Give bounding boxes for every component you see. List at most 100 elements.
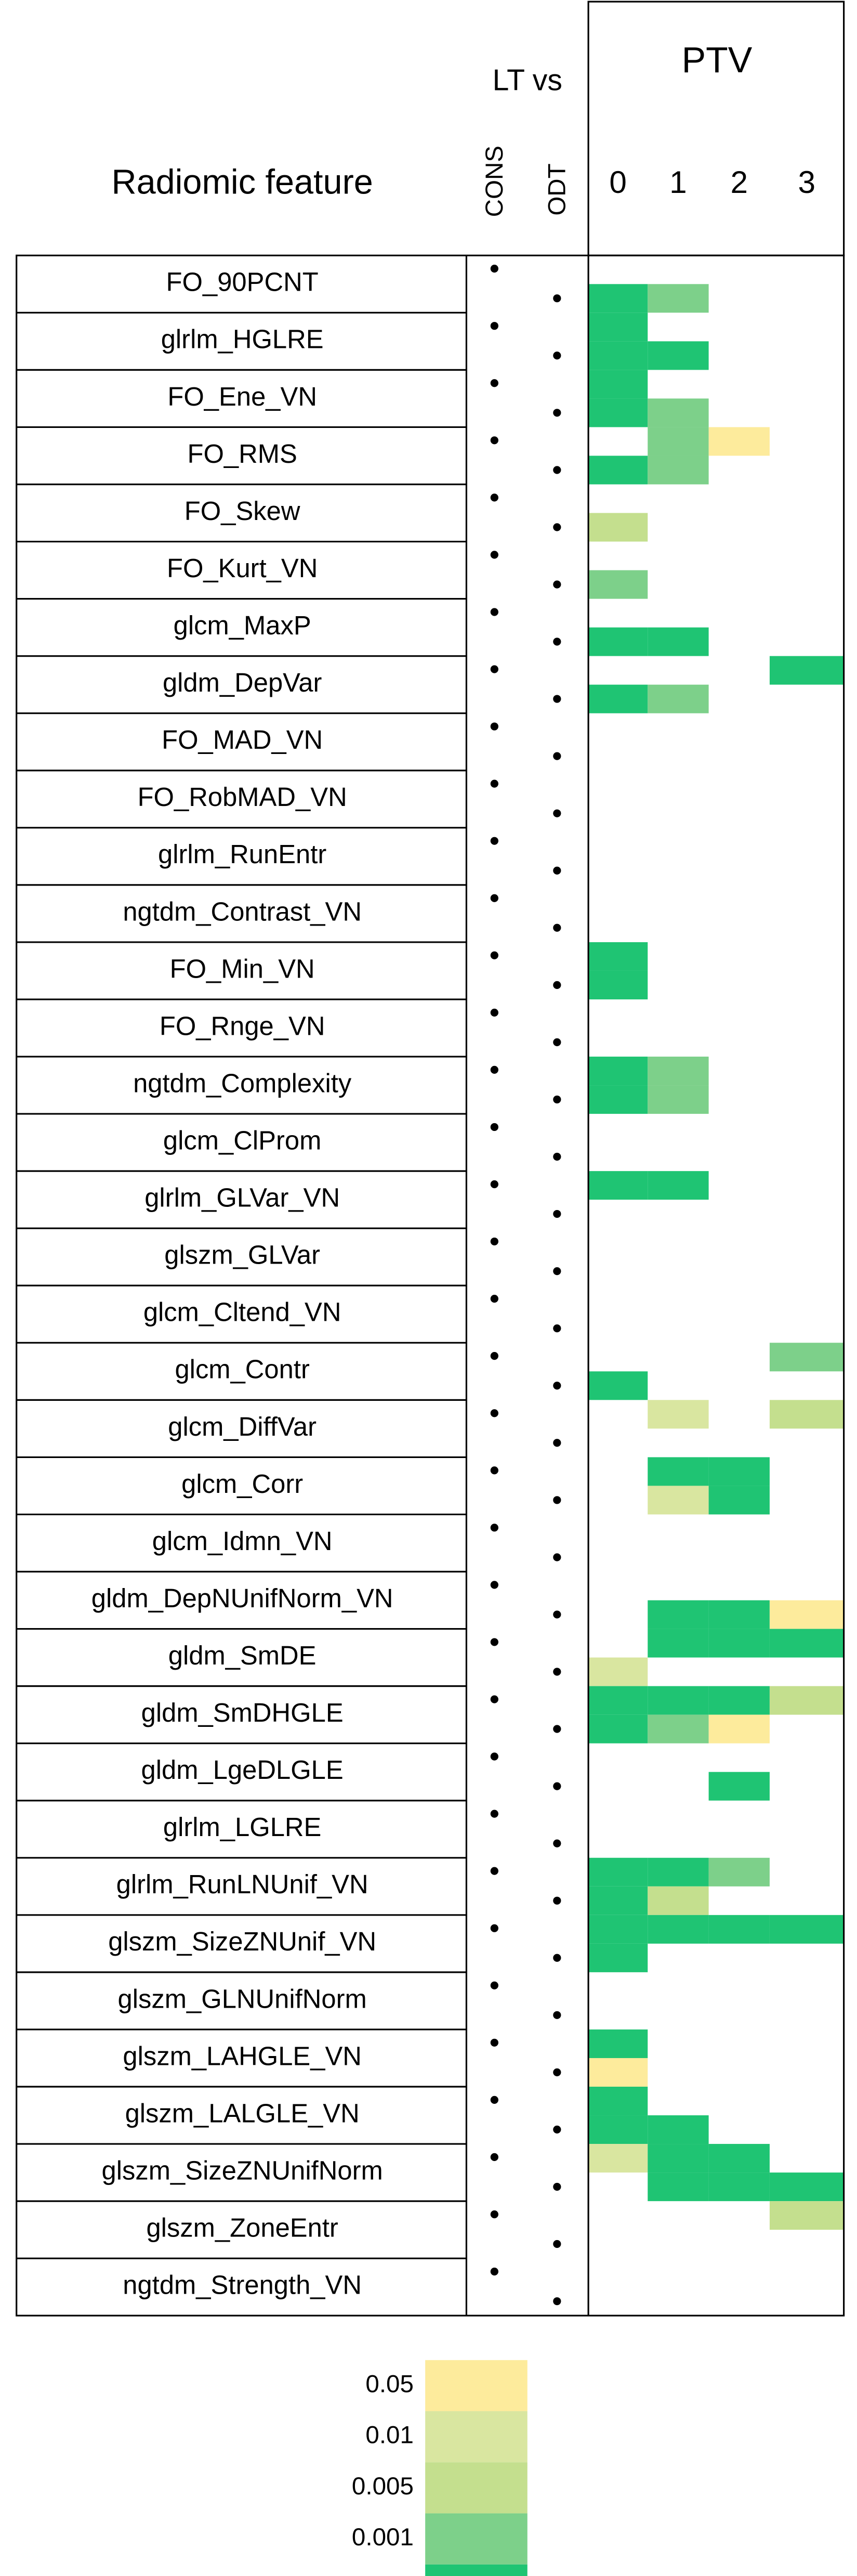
p-cell xyxy=(708,1629,770,1658)
dot xyxy=(553,523,561,531)
p-cell xyxy=(708,1600,770,1629)
dot xyxy=(490,2210,498,2219)
dot xyxy=(553,580,561,589)
dot xyxy=(490,1294,498,1303)
feature-label: glszm_LALGLE_VN xyxy=(125,2098,360,2128)
dot xyxy=(490,379,498,387)
p-cell xyxy=(648,1915,709,1944)
feature-label: glcm_DiffVar xyxy=(168,1412,317,1441)
dot xyxy=(490,1524,498,1532)
legend-swatch xyxy=(425,2360,528,2412)
feature-label: glszm_SizeZNUnif_VN xyxy=(108,1927,376,1956)
p-cell xyxy=(708,1915,770,1944)
p-cell xyxy=(588,942,648,971)
dot xyxy=(553,695,561,703)
dot xyxy=(553,866,561,875)
feature-label: glcm_ClProm xyxy=(163,1126,321,1155)
dot xyxy=(553,923,561,932)
dot xyxy=(553,1095,561,1104)
p-cell xyxy=(648,1085,709,1114)
legend-label: 0.001 xyxy=(352,2523,414,2551)
feature-label: glszm_GLNUnifNorm xyxy=(118,1984,367,2013)
dot xyxy=(490,1752,498,1761)
dot xyxy=(553,1954,561,1962)
p-cell xyxy=(588,398,648,427)
feature-label: glcm_Cltend_VN xyxy=(143,1297,341,1327)
feature-label: ngtdm_Contrast_VN xyxy=(123,896,362,926)
feature-label: glcm_Corr xyxy=(181,1469,303,1499)
dot xyxy=(490,2153,498,2162)
dot xyxy=(553,352,561,360)
feature-label: glszm_ZoneEntr xyxy=(146,2213,338,2243)
dot xyxy=(490,665,498,673)
dot xyxy=(490,608,498,616)
subcol-label: CONS xyxy=(481,146,508,217)
dot xyxy=(553,1496,561,1504)
p-cell xyxy=(648,1714,709,1744)
dot xyxy=(490,837,498,845)
dot xyxy=(490,1695,498,1703)
p-cell xyxy=(588,2115,648,2144)
p-cell xyxy=(588,970,648,999)
dot xyxy=(553,2125,561,2134)
p-cell xyxy=(648,2144,709,2173)
dot xyxy=(553,809,561,817)
feature-label: FO_RobMAD_VN xyxy=(138,782,347,812)
feature-label: glcm_MaxP xyxy=(174,610,311,640)
ptv-column-label: 3 xyxy=(798,164,816,200)
feature-label: glcm_Idmn_VN xyxy=(152,1526,333,1556)
p-cell xyxy=(708,1772,770,1801)
p-cell xyxy=(648,1886,709,1915)
p-cell xyxy=(648,456,709,485)
dot xyxy=(490,2267,498,2276)
p-cell xyxy=(648,341,709,370)
p-cell xyxy=(588,2086,648,2116)
feature-label: glszm_GLVar xyxy=(164,1240,320,1270)
p-cell xyxy=(769,2201,844,2230)
p-cell xyxy=(648,1600,709,1629)
legend-swatch xyxy=(425,2564,528,2576)
p-cell xyxy=(588,1915,648,1944)
feature-label: gldm_SmDE xyxy=(168,1641,317,1670)
p-cell xyxy=(648,1486,709,1515)
dot xyxy=(490,1008,498,1017)
dot xyxy=(490,265,498,273)
dot xyxy=(553,2182,561,2191)
p-cell xyxy=(648,2115,709,2144)
dot xyxy=(553,1209,561,1218)
p-cell xyxy=(588,2144,648,2173)
legend-label: 0.01 xyxy=(365,2422,414,2449)
p-cell xyxy=(588,570,648,599)
p-cell xyxy=(588,513,648,542)
p-cell xyxy=(648,1400,709,1429)
legend-label: 0.05 xyxy=(365,2370,414,2398)
dot xyxy=(553,2011,561,2019)
p-cell xyxy=(708,2172,770,2202)
feature-label: glrlm_RunEntr xyxy=(158,839,326,869)
feature-label: FO_Ene_VN xyxy=(167,382,317,411)
dot xyxy=(490,722,498,731)
dot xyxy=(553,1782,561,1790)
dot xyxy=(490,1924,498,1932)
p-cell xyxy=(648,1857,709,1887)
p-cell xyxy=(588,284,648,313)
dot xyxy=(553,1839,561,1848)
feature-label: glrlm_GLVar_VN xyxy=(144,1183,340,1213)
dot xyxy=(553,981,561,989)
dot xyxy=(490,493,498,502)
legend-swatch xyxy=(425,2513,528,2565)
p-cell xyxy=(648,398,709,427)
dot xyxy=(553,1324,561,1333)
dot xyxy=(553,1553,561,1562)
legend-swatch xyxy=(425,2462,528,2514)
feature-label: FO_Rnge_VN xyxy=(160,1011,325,1040)
p-cell xyxy=(588,1085,648,1114)
p-cell xyxy=(588,1857,648,1887)
dot xyxy=(490,1352,498,1360)
p-cell xyxy=(588,2058,648,2087)
dot xyxy=(490,1065,498,1074)
p-cell xyxy=(588,1657,648,1686)
dot xyxy=(553,1896,561,1905)
p-cell xyxy=(769,1629,844,1658)
